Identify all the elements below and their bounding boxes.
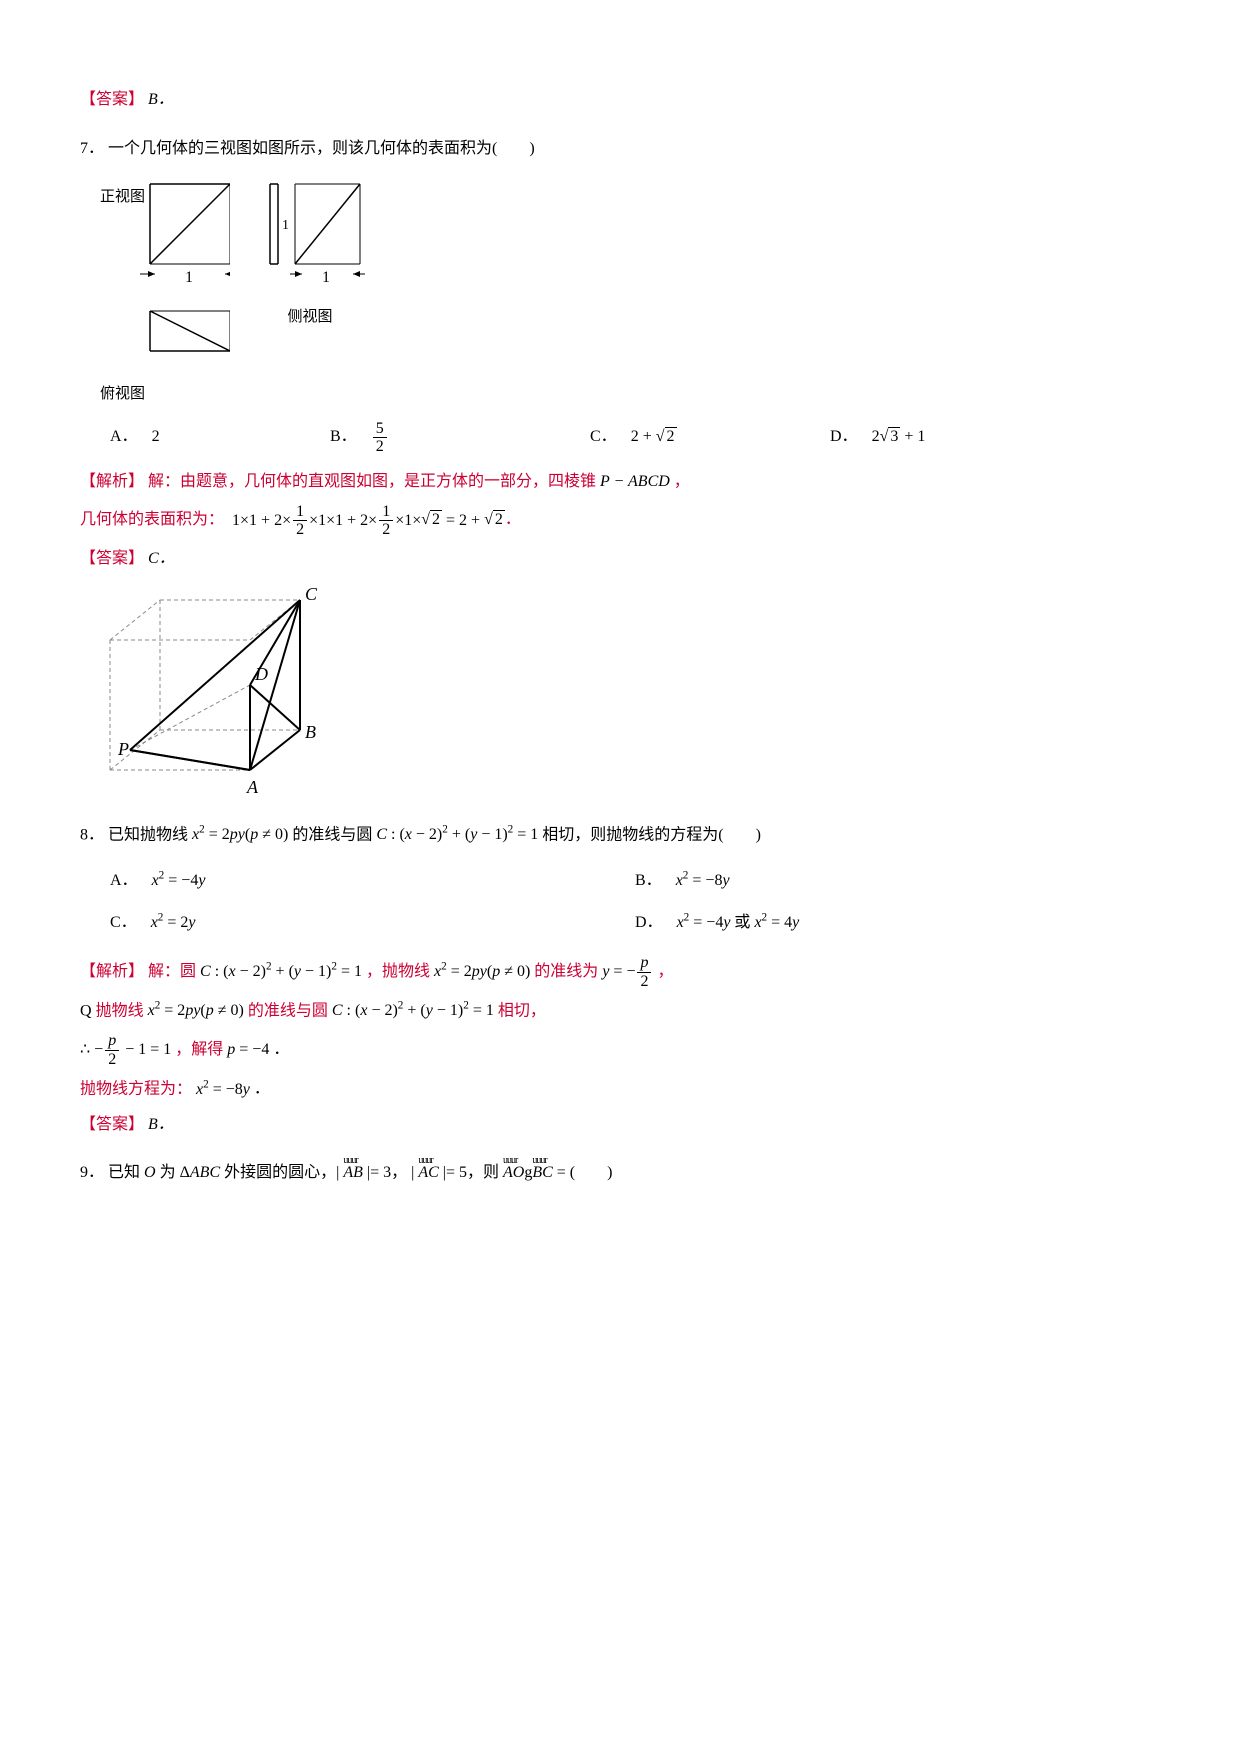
- q8-analysis-2: Q 抛物线 x2 = 2py(p ≠ 0) 的准线与圆 C : (x − 2)2…: [80, 996, 1160, 1026]
- label-a: A: [246, 777, 259, 797]
- analysis-text: 解：由题意，几何体的直观图如图，是正方体的一部分，四棱锥: [148, 473, 596, 490]
- analysis-label: 【解析】: [80, 963, 144, 980]
- ana1-eq1: C : (x − 2)2 + (y − 1)2 = 1: [200, 963, 362, 980]
- three-views-diagram: 1 正视图 俯视图 1 1 侧视图: [100, 174, 1160, 408]
- top-view-svg: [100, 301, 230, 386]
- because-sym: Q: [80, 1002, 92, 1019]
- ana4-pre: 抛物线方程为：: [80, 1081, 192, 1098]
- option-a-label: A．: [110, 872, 138, 889]
- dim-label: 1: [185, 269, 193, 286]
- option-b-label: B．: [330, 428, 357, 445]
- q8-analysis-1: 【解析】 解：圆 C : (x − 2)2 + (y − 1)2 = 1 ，抛物…: [80, 954, 1160, 990]
- answer-value: C．: [148, 550, 175, 567]
- ana1-mid: ，抛物线: [366, 963, 430, 980]
- option-c-value: x2 = 2y: [151, 914, 196, 931]
- q8-options: A． x2 = −4y B． x2 = −8y C． x2 = 2y D． x2…: [110, 860, 1160, 944]
- q8-analysis-3: ∴ −p2 − 1 = 1 ，解得 p = −4 ．: [80, 1032, 1160, 1068]
- option-a-label: A．: [110, 428, 138, 445]
- q7-answer: 【答案】 C．: [80, 545, 1160, 574]
- q8-number: 8．: [80, 826, 104, 843]
- q7-text: 一个几何体的三视图如图所示，则该几何体的表面积为( ): [108, 140, 535, 157]
- ana1-eq2: x2 = 2py(p ≠ 0): [434, 963, 534, 980]
- q9-text: 已知 O 为 ΔABC 外接圆的圆心，| uuurAB |= 3， | uuur…: [108, 1164, 612, 1181]
- ana4-eq: x2 = −8y: [196, 1081, 250, 1098]
- option-a-value: x2 = −4y: [152, 872, 206, 889]
- question-8: 8． 已知抛物线 x2 = 2py(p ≠ 0) 的准线与圆 C : (x − …: [80, 820, 1160, 850]
- front-view-label: 正视图: [100, 184, 230, 211]
- answer-label: 【答案】: [80, 550, 144, 567]
- q8-answer: 【答案】 B．: [80, 1111, 1160, 1140]
- label-p: P: [117, 739, 129, 759]
- option-d-value: 23 + 1: [872, 428, 926, 445]
- ana2-mid: 的准线与圆: [248, 1002, 328, 1019]
- option-c-label: C．: [110, 914, 137, 931]
- q8-text-pre: 已知抛物线: [108, 826, 188, 843]
- option-d-label: D．: [635, 914, 663, 931]
- ana4-end: ．: [254, 1081, 270, 1098]
- answer-label: 【答案】: [80, 91, 144, 108]
- option-b-value: 5 2: [373, 420, 387, 456]
- label-b: B: [305, 722, 316, 742]
- ana2-pre: 抛物线: [96, 1002, 144, 1019]
- option-b-label: B．: [635, 872, 662, 889]
- q7-number: 7．: [80, 140, 104, 157]
- option-d-label: D．: [830, 428, 858, 445]
- ana2-post: 相切，: [498, 1002, 546, 1019]
- side-view-svg: 1 1: [250, 174, 370, 304]
- ana1-post: 的准线为: [534, 963, 598, 980]
- surface-area-equation: 1×1 + 2×12×1×1 + 2×12×1×2 = 2 + 2: [232, 503, 505, 539]
- analysis-end: ，: [674, 473, 690, 490]
- ana2-eq2: C : (x − 2)2 + (y − 1)2 = 1: [332, 1002, 498, 1019]
- answer-value: B．: [148, 91, 174, 108]
- ana1-end: ，: [657, 963, 673, 980]
- q9-number: 9．: [80, 1164, 104, 1181]
- option-b-value: x2 = −8y: [676, 872, 730, 889]
- question-7: 7． 一个几何体的三视图如图所示，则该几何体的表面积为( ): [80, 135, 1160, 164]
- q8-analysis-4: 抛物线方程为： x2 = −8y ．: [80, 1074, 1160, 1104]
- side-view-label: 侧视图: [250, 304, 370, 331]
- answer-label: 【答案】: [80, 1116, 144, 1133]
- option-a-value: 2: [152, 428, 160, 445]
- ana1-pre: 解：圆: [148, 963, 196, 980]
- question-9: 9． 已知 O 为 ΔABC 外接圆的圆心，| uuurAB |= 3， | u…: [80, 1159, 1160, 1188]
- q8-text-post: 相切，则抛物线的方程为( ): [542, 826, 761, 843]
- ana1-eq3: y = −p2: [602, 963, 653, 980]
- option-c-value: 2 + 2: [631, 428, 677, 445]
- answer-6: 【答案】 B．: [80, 86, 1160, 115]
- analysis-math: P − ABCD: [600, 473, 670, 490]
- ana2-eq1: x2 = 2py(p ≠ 0): [148, 1002, 248, 1019]
- top-view-label: 俯视图: [100, 381, 230, 408]
- cube-diagram: C D P B A: [100, 580, 1160, 810]
- option-d-value: x2 = −4y 或 x2 = 4y: [677, 914, 800, 931]
- option-c-label: C．: [590, 428, 617, 445]
- q8-eq1: x2 = 2py(p ≠ 0): [192, 826, 292, 843]
- analysis-label: 【解析】: [80, 473, 144, 490]
- q7-analysis-2: 几何体的表面积为： 1×1 + 2×12×1×1 + 2×12×1×2 = 2 …: [80, 503, 1160, 539]
- answer-value: B．: [148, 1116, 174, 1133]
- dim-label: 1: [322, 269, 330, 286]
- q7-analysis: 【解析】 解：由题意，几何体的直观图如图，是正方体的一部分，四棱锥 P − AB…: [80, 468, 1160, 497]
- ana3-res: p = −4: [227, 1041, 269, 1058]
- q7-options: A． 2 B． 5 2 C． 2 + 2 D． 23 + 1: [110, 420, 1160, 456]
- therefore-sym: ∴ −p2 − 1 = 1: [80, 1041, 171, 1058]
- ana3-end: ．: [273, 1041, 289, 1058]
- label-d: D: [254, 664, 268, 684]
- q8-eq2: C : (x − 2)2 + (y − 1)2 = 1: [376, 826, 542, 843]
- dim-label: 1: [282, 218, 289, 233]
- analysis-text2: 几何体的表面积为：: [80, 506, 224, 535]
- ana3-text: ，解得: [175, 1041, 223, 1058]
- q8-text-mid: 的准线与圆: [292, 826, 372, 843]
- label-c: C: [305, 584, 318, 604]
